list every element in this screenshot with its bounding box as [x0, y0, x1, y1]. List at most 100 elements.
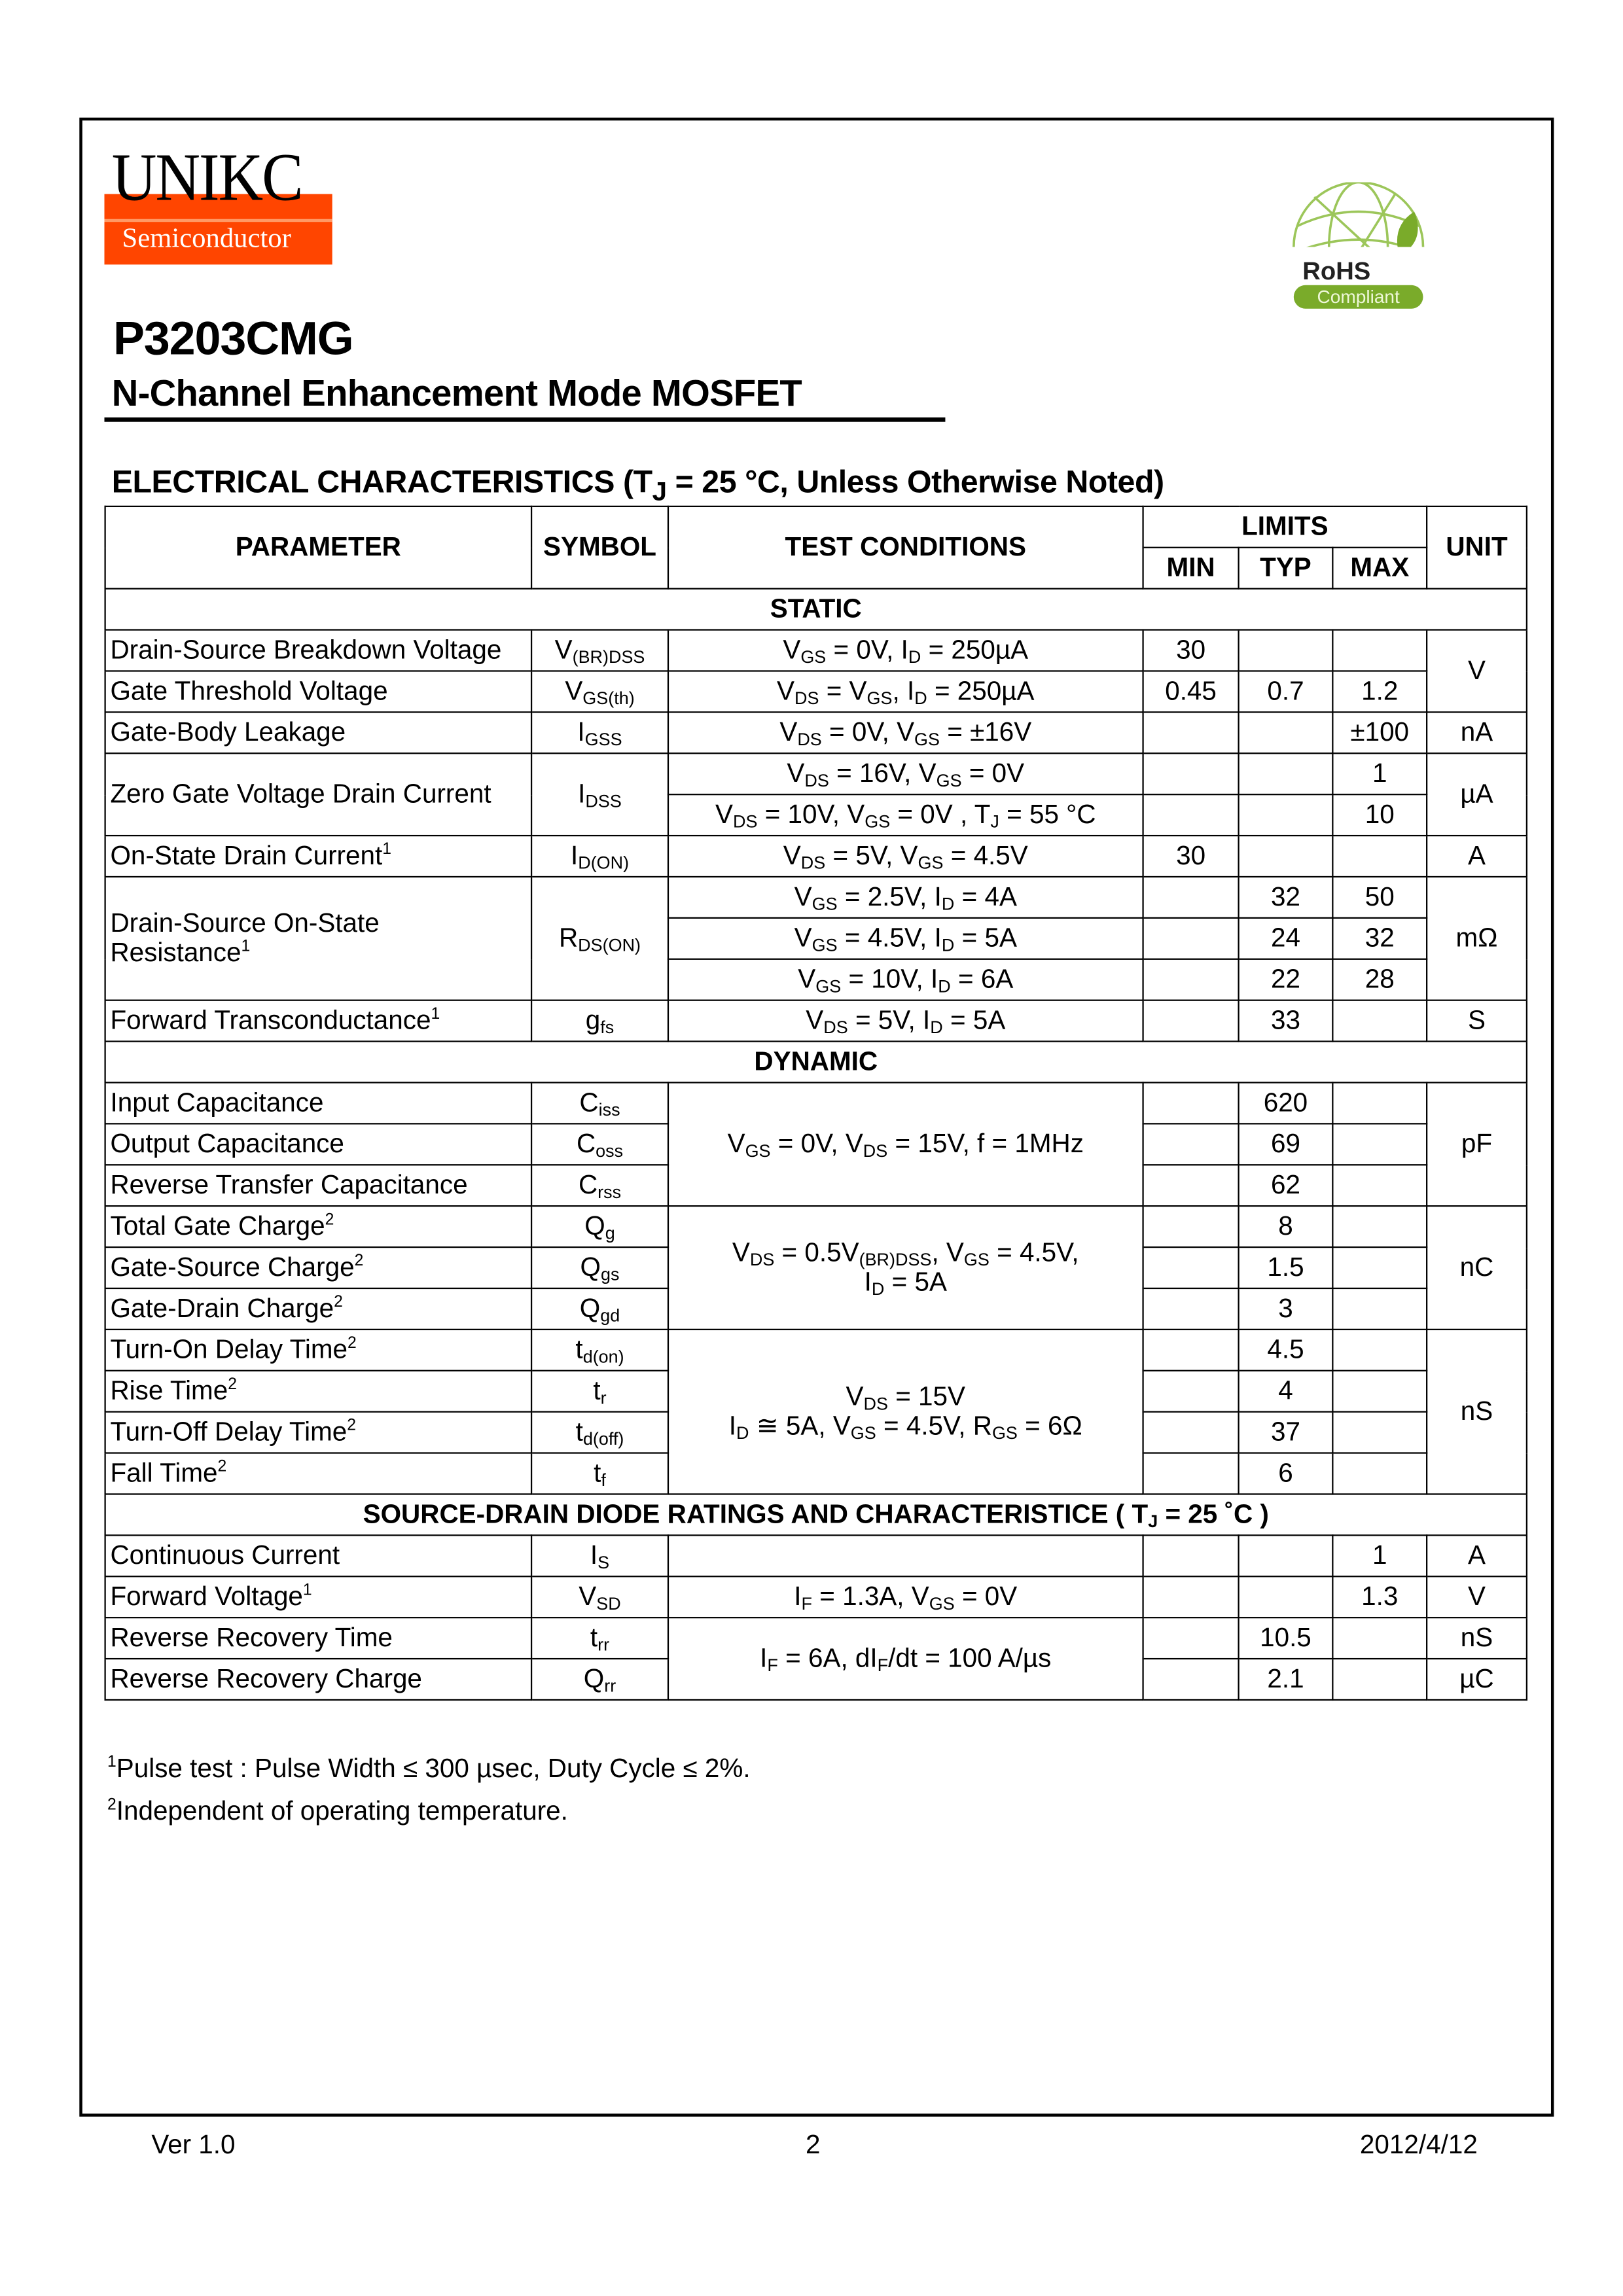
test-condition-cell: VGS = 10V, ID = 6A [667, 958, 1144, 1001]
rohs-compliant-logo: RoHS Compliant [1285, 182, 1432, 315]
typ-cell: 22 [1238, 958, 1334, 1001]
table-row: Drain-Source On-State Resistance1 RDS(ON) V… [104, 875, 1528, 1001]
page-frame [79, 117, 1554, 2117]
max-cell: ±100 [1332, 711, 1428, 754]
symbol-cell: IDSS [530, 752, 669, 837]
min-cell [1142, 1617, 1240, 1660]
table-row: Total Gate Charge2 Qg VDS = 0.5V(BR)DSS, V… [104, 1205, 1528, 1330]
test-condition-cell: IF = 1.3A, VGS = 0V [667, 1576, 1144, 1619]
parameter-cell: Input Capacitance [104, 1082, 533, 1125]
table-row: Gate-Drain Charge2 Qgd 3 [104, 1287, 1527, 1330]
typ-cell: 3 [1238, 1287, 1334, 1330]
min-cell [1142, 1576, 1240, 1619]
typ-cell: 6 [1238, 1452, 1334, 1495]
min-cell [1142, 752, 1240, 796]
symbol-cell: VGS(th) [530, 670, 669, 713]
header-symbol: SYMBOL [530, 505, 669, 590]
typ-cell [1238, 794, 1334, 837]
test-condition-cell: VGS = 2.5V, ID = 4A [667, 875, 1144, 919]
min-cell [1142, 1082, 1240, 1125]
min-cell [1142, 711, 1240, 754]
unit-cell: A [1426, 1534, 1528, 1578]
max-cell [1332, 1452, 1428, 1495]
max-cell [1332, 1287, 1428, 1330]
parameter-cell: Forward Transconductance1 [104, 999, 533, 1042]
min-cell [1142, 1452, 1240, 1495]
test-condition-cell: VGS = 4.5V, ID = 5A [667, 917, 1144, 960]
symbol-cell: RDS(ON) [530, 875, 669, 1001]
table-row: Gate Threshold Voltage VGS(th) VDS = VGS, … [104, 670, 1527, 713]
unit-cell: V [1426, 629, 1528, 713]
table-row: VDS = 10V, VGS = 0V , TJ = 55 °C 10 [105, 794, 1527, 837]
min-cell: 0.45 [1142, 670, 1240, 713]
section-header-dynamic: DYNAMIC [104, 1040, 1528, 1084]
parameter-cell: Drain-Source Breakdown Voltage [104, 629, 533, 672]
max-cell: 50 [1332, 875, 1428, 919]
test-condition-cell: VDS = VGS, ID = 250µA [667, 670, 1144, 713]
typ-cell: 2.1 [1238, 1657, 1334, 1701]
parameter-cell: Turn-On Delay Time2 [104, 1328, 533, 1371]
parameter-cell: Output Capacitance [104, 1123, 533, 1166]
max-cell [1332, 1657, 1428, 1701]
footnote-1: 1Pulse test : Pulse Width ≤ 300 µsec, Du… [107, 1753, 751, 1783]
test-condition-cell: VDS = 10V, VGS = 0V , TJ = 55 °C [667, 794, 1144, 837]
table-row: Reverse Recovery Time trr IF = 6A, dIF/dt … [104, 1617, 1528, 1701]
unit-cell: S [1426, 999, 1528, 1042]
max-cell [1332, 1164, 1428, 1207]
min-cell [1142, 1287, 1240, 1330]
section-header-static: STATIC [104, 588, 1528, 631]
min-cell [1142, 1246, 1240, 1290]
min-cell [1142, 1328, 1240, 1371]
min-cell [1142, 875, 1240, 919]
max-cell [1332, 1123, 1428, 1166]
footer-date: 2012/4/12 [1359, 2130, 1478, 2159]
section-row-dynamic: DYNAMIC [104, 1040, 1528, 1084]
test-condition-cell: VGS = 0V, VDS = 15V, f = 1MHz [667, 1082, 1144, 1207]
symbol-cell: V(BR)DSS [530, 629, 669, 672]
max-cell [1332, 1369, 1428, 1413]
header-typ: TYP [1238, 546, 1334, 590]
parameter-cell: Gate Threshold Voltage [104, 670, 533, 713]
parameter-cell: Zero Gate Voltage Drain Current [104, 752, 533, 837]
min-cell [1142, 958, 1240, 1001]
section-row-diode: SOURCE-DRAIN DIODE RATINGS AND CHARACTER… [104, 1493, 1528, 1536]
parameter-cell: Gate-Body Leakage [104, 711, 533, 754]
max-cell [1332, 834, 1428, 878]
title-underline [104, 417, 946, 422]
max-cell [1332, 999, 1428, 1042]
table-header-row: PARAMETER SYMBOL TEST CONDITIONS LIMITS UNIT [104, 505, 1528, 590]
typ-cell: 0.7 [1238, 670, 1334, 713]
unit-cell: pF [1426, 1082, 1528, 1207]
max-cell [1332, 1082, 1428, 1125]
test-condition-cell: VDS = 5V, ID = 5A [667, 999, 1144, 1042]
device-description: N-Channel Enhancement Mode MOSFET [111, 373, 802, 415]
footer-page-number: 2 [806, 2130, 821, 2159]
symbol-cell: Qgd [530, 1287, 669, 1330]
typ-cell [1238, 752, 1334, 796]
header-min: MIN [1142, 546, 1240, 590]
unit-cell: A [1426, 834, 1528, 878]
parameter-cell: Reverse Recovery Time [104, 1617, 533, 1660]
min-cell: 30 [1142, 834, 1240, 878]
table-row: Reverse Transfer Capacitance Crss 62 [104, 1164, 1527, 1207]
electrical-characteristics-table: PARAMETER SYMBOL TEST CONDITIONS LIMITS UNIT… [104, 505, 1528, 1701]
min-cell [1142, 917, 1240, 960]
symbol-cell: IGSS [530, 711, 669, 754]
max-cell [1332, 629, 1428, 672]
test-condition-cell: VGS = 0V, ID = 250µA [667, 629, 1144, 672]
logo-brand: UNIKC [111, 139, 304, 215]
table-row: Continuous Current IS 1 A [104, 1534, 1528, 1578]
test-condition-cell: VDS = 15V ID ≅ 5A, VGS = 4.5V, RGS = 6Ω [667, 1328, 1144, 1495]
min-cell [1142, 1534, 1240, 1578]
parameter-cell: Total Gate Charge2 [104, 1205, 533, 1248]
unit-cell: nA [1426, 711, 1528, 754]
header-parameter: PARAMETER [104, 505, 533, 590]
typ-cell: 1.5 [1238, 1246, 1334, 1290]
max-cell: 1.3 [1332, 1576, 1428, 1619]
section-heading: ELECTRICAL CHARACTERISTICS (TJ = 25 °C, … [111, 464, 1164, 506]
section-row-static: STATIC [104, 588, 1528, 631]
symbol-cell: tf [530, 1452, 669, 1495]
max-cell [1332, 1205, 1428, 1248]
table-row: Forward Transconductance1 gfs VDS = 5V, ID… [104, 999, 1528, 1042]
parameter-cell: Gate-Source Charge2 [104, 1246, 533, 1290]
